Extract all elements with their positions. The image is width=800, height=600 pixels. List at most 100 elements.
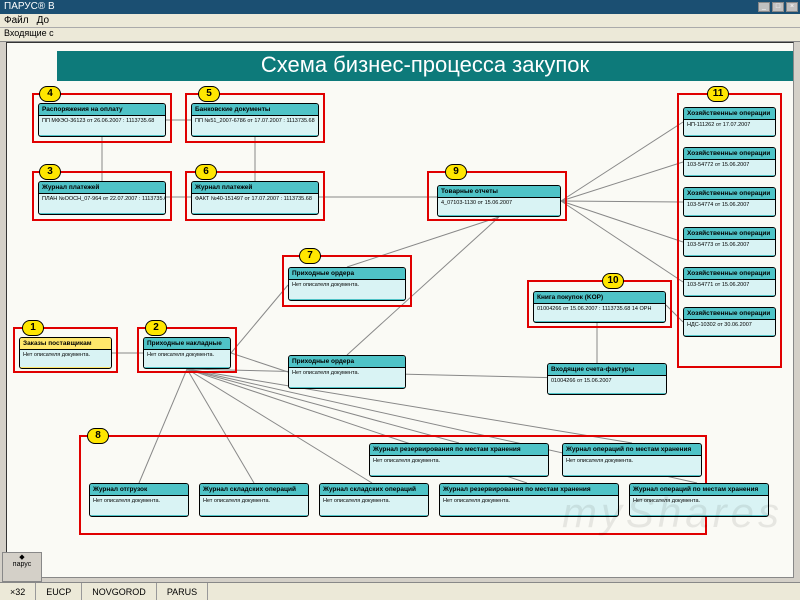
diagram-canvas[interactable]: Распоряжения на оплатуПП МФЭО-36123 от 2… (7, 85, 793, 577)
doc-node-body: Нет описателя документа. (289, 368, 405, 387)
window-title: ПАРУС® В (4, 0, 55, 14)
doc-node-title: Хозяйственные операции (684, 308, 775, 320)
doc-node-body: 103-54774 от 15.06.2007 (684, 200, 775, 215)
minimize-button[interactable]: _ (758, 2, 770, 12)
doc-node[interactable]: Товарные отчеты4_07103-1130 от 15.06.200… (437, 185, 561, 217)
doc-node-body: Нет описателя документа. (440, 496, 618, 515)
doc-node-title: Журнал резервирования по местам хранения (370, 444, 548, 456)
doc-node-body: Нет описателя документа. (289, 280, 405, 299)
doc-node-body: НДС-10302 от 30.06.2007 (684, 320, 775, 335)
menu-file[interactable]: Файл (4, 15, 29, 26)
doc-node[interactable]: Распоряжения на оплатуПП МФЭО-36123 от 2… (38, 103, 166, 137)
titlebar: ПАРУС® В _ □ × (0, 0, 800, 14)
group-number-badge: 7 (299, 248, 321, 264)
doc-node[interactable]: Хозяйственные операцииНДС-10302 от 30.06… (683, 307, 776, 337)
doc-node-body: 103-54771 от 15.06.2007 (684, 280, 775, 295)
window-buttons: _ □ × (758, 2, 800, 12)
doc-node-body: ПП МФЭО-36123 от 26.06.2007 : 1113735.68 (39, 116, 165, 135)
tab-incoming[interactable]: Входящие с (4, 28, 54, 38)
maximize-button[interactable]: □ (772, 2, 784, 12)
doc-node-title: Журнал платежей (39, 182, 165, 194)
doc-node[interactable]: Журнал складских операцийНет описателя д… (199, 483, 309, 517)
doc-node-body: Нет описателя документа. (320, 496, 428, 515)
status-seg-2: NOVGOROD (82, 583, 157, 600)
doc-node[interactable]: Заказы поставщикамНет описателя документ… (19, 337, 112, 369)
doc-node[interactable]: Банковские документыПП №51_2007-6786 от … (191, 103, 319, 137)
doc-node-body: 103-54772 от 15.06.2007 (684, 160, 775, 175)
group-number-badge: 11 (707, 86, 729, 102)
doc-node[interactable]: Хозяйственные операции103-54774 от 15.06… (683, 187, 776, 217)
doc-node-title: Приходные ордера (289, 268, 405, 280)
doc-node-body: Нет описателя документа. (630, 496, 768, 515)
doc-node-title: Приходные накладные (144, 338, 230, 350)
group-number-badge: 8 (87, 428, 109, 444)
group-number-badge: 6 (195, 164, 217, 180)
doc-node-body: Нет описателя документа. (563, 456, 701, 475)
doc-node-title: Хозяйственные операции (684, 228, 775, 240)
doc-node-title: Хозяйственные операции (684, 148, 775, 160)
doc-node[interactable]: Журнал резервирования по местам хранения… (369, 443, 549, 477)
doc-node[interactable]: Хозяйственные операции103-54771 от 15.06… (683, 267, 776, 297)
group-number-badge: 3 (39, 164, 61, 180)
doc-node-title: Товарные отчеты (438, 186, 560, 198)
doc-node-title: Распоряжения на оплату (39, 104, 165, 116)
diagram-title-banner: Схема бизнес-процесса закупок (57, 51, 793, 81)
diagram-title: Схема бизнес-процесса закупок (261, 52, 589, 77)
doc-node-title: Входящие счета-фактуры (548, 364, 666, 376)
doc-node-body: ПЛАН №ООСН_07-964 от 22.07.2007 : 111373… (39, 194, 165, 213)
status-seg-0: ×32 (0, 583, 36, 600)
doc-node[interactable]: Журнал платежейФАКТ №40-151497 от 17.07.… (191, 181, 319, 215)
diagram-panel: Схема бизнес-процесса закупок Распоряжен… (6, 42, 794, 578)
doc-node-title: Хозяйственные операции (684, 268, 775, 280)
doc-node-body: ПП №51_2007-6786 от 17.07.2007 : 1113735… (192, 116, 318, 135)
doc-node[interactable]: Журнал складских операцийНет описателя д… (319, 483, 429, 517)
doc-node-body: 4_07103-1130 от 15.06.2007 (438, 198, 560, 215)
doc-node-title: Журнал операций по местам хранения (630, 484, 768, 496)
doc-node-title: Журнал отгрузок (90, 484, 188, 496)
group-number-badge: 5 (198, 86, 220, 102)
menubar: Файл До (0, 14, 800, 28)
doc-node[interactable]: Хозяйственные операции103-54773 от 15.06… (683, 227, 776, 257)
doc-node-title: Журнал резервирования по местам хранения (440, 484, 618, 496)
doc-node-title: Журнал складских операций (320, 484, 428, 496)
doc-node[interactable]: Журнал платежейПЛАН №ООСН_07-964 от 22.0… (38, 181, 166, 215)
doc-node[interactable]: Журнал резервирования по местам хранения… (439, 483, 619, 517)
doc-node-title: Хозяйственные операции (684, 188, 775, 200)
status-seg-1: EUCP (36, 583, 82, 600)
doc-node-title: Хозяйственные операции (684, 108, 775, 120)
app-window: ПАРУС® В _ □ × Файл До Входящие с Схема … (0, 0, 800, 600)
doc-node[interactable]: Журнал отгрузокНет описателя документа. (89, 483, 189, 517)
doc-node[interactable]: Приходные накладныеНет описателя докумен… (143, 337, 231, 369)
app-logo-icon: ◆парус (2, 552, 42, 582)
doc-node[interactable]: Входящие счета-фактуры01004266 от 15.06.… (547, 363, 667, 395)
close-button[interactable]: × (786, 2, 798, 12)
status-seg-3: PARUS (157, 583, 208, 600)
doc-node[interactable]: Приходные ордераНет описателя документа. (288, 355, 406, 389)
tabstrip: Входящие с (0, 28, 800, 42)
doc-node-body: Нет описателя документа. (370, 456, 548, 475)
doc-node-title: Журнал складских операций (200, 484, 308, 496)
doc-node-body: Нет описателя документа. (144, 350, 230, 367)
doc-node[interactable]: Книга покупок (KOP)01004266 от 15.06.200… (533, 291, 666, 323)
doc-node[interactable]: Журнал операций по местам храненияНет оп… (629, 483, 769, 517)
doc-node-body: Нет описателя документа. (90, 496, 188, 515)
doc-node-body: 01004266 от 15.06.2007 (548, 376, 666, 393)
doc-node-body: 103-54773 от 15.06.2007 (684, 240, 775, 255)
doc-node[interactable]: Хозяйственные операции103-54772 от 15.06… (683, 147, 776, 177)
doc-node-title: Журнал операций по местам хранения (563, 444, 701, 456)
doc-node-title: Книга покупок (KOP) (534, 292, 665, 304)
doc-node-title: Заказы поставщикам (20, 338, 111, 350)
doc-node-body: НП-111262 от 17.07.2007 (684, 120, 775, 135)
menu-do[interactable]: До (37, 15, 49, 26)
doc-node[interactable]: Хозяйственные операцииНП-111262 от 17.07… (683, 107, 776, 137)
doc-node[interactable]: Приходные ордераНет описателя документа. (288, 267, 406, 301)
group-number-badge: 9 (445, 164, 467, 180)
group-number-badge: 4 (39, 86, 61, 102)
doc-node-body: Нет описателя документа. (20, 350, 111, 367)
doc-node-title: Журнал платежей (192, 182, 318, 194)
doc-node-body: 01004266 от 15.06.2007 : 1113735.68 14 О… (534, 304, 665, 321)
doc-node-title: Приходные ордера (289, 356, 405, 368)
doc-node[interactable]: Журнал операций по местам храненияНет оп… (562, 443, 702, 477)
group-number-badge: 2 (145, 320, 167, 336)
doc-node-body: ФАКТ №40-151497 от 17.07.2007 : 1113735.… (192, 194, 318, 213)
